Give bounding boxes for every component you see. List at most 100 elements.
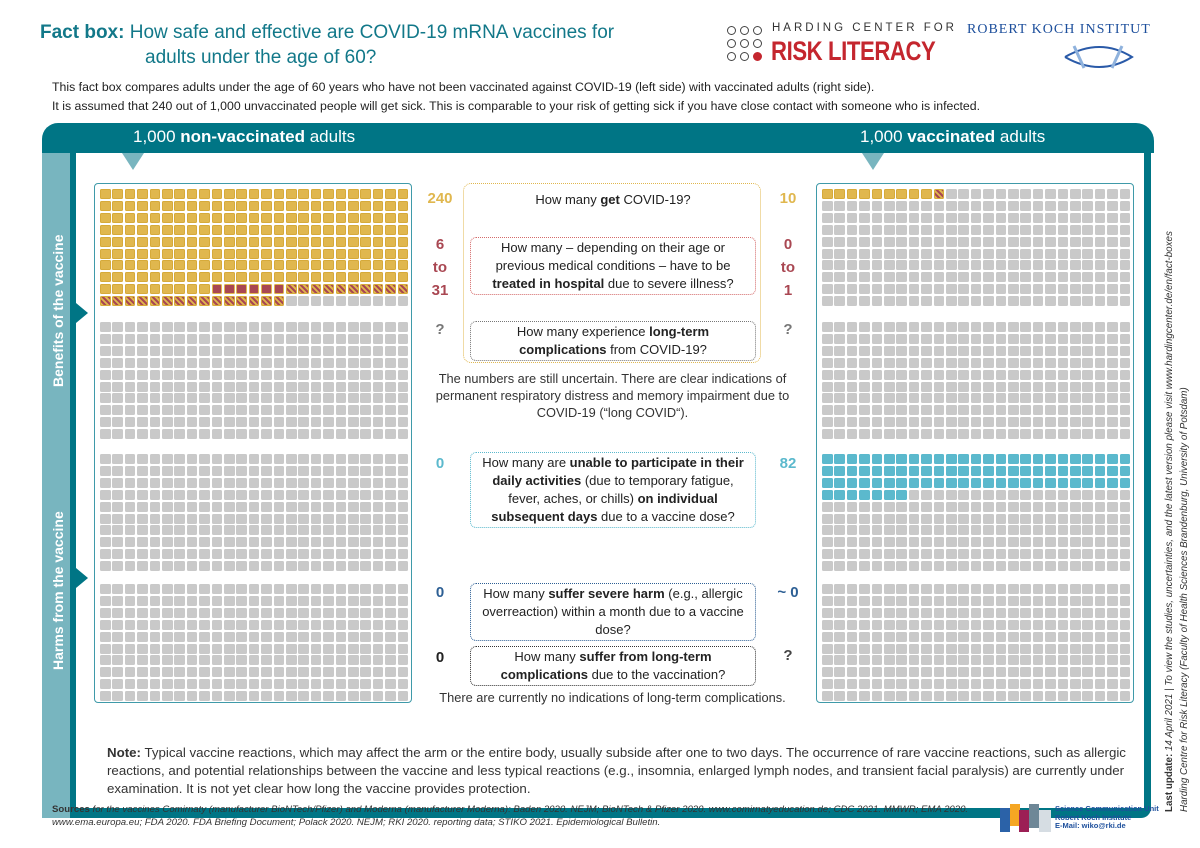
person-icon-empty	[199, 369, 210, 380]
person-icon-empty	[1032, 561, 1044, 572]
person-icon-empty	[397, 322, 409, 332]
person-icon-empty	[385, 549, 396, 560]
person-icon-inf	[211, 200, 223, 211]
person-icon-inf	[224, 189, 235, 199]
person-icon-empty	[372, 369, 384, 380]
person-icon-empty	[1045, 691, 1056, 702]
person-icon-empty	[834, 345, 845, 356]
person-icon-empty	[298, 465, 309, 476]
person-icon-empty	[884, 393, 895, 404]
person-icon-empty	[199, 619, 210, 630]
person-icon-empty	[397, 454, 409, 464]
person-icon-inf	[137, 284, 148, 295]
person-icon-empty	[137, 465, 148, 476]
person-icon-empty	[871, 381, 883, 392]
person-icon-empty	[908, 513, 920, 524]
person-icon-empty	[834, 284, 845, 295]
person-icon-empty	[286, 381, 297, 392]
person-icon-empty	[310, 655, 322, 666]
person-icon-empty	[385, 454, 396, 464]
person-icon-empty	[834, 429, 845, 440]
person-icon-empty	[1045, 655, 1056, 666]
non-vaccinated-icon-array	[94, 183, 412, 703]
person-icon-empty	[186, 595, 198, 606]
person-icon-blue	[884, 465, 895, 476]
person-icon-empty	[360, 333, 371, 344]
person-icon-inf	[248, 236, 260, 247]
person-icon-empty	[908, 691, 920, 702]
frame-bottom	[70, 808, 1151, 818]
person-icon-empty	[124, 549, 136, 560]
person-icon-empty	[822, 643, 833, 654]
person-icon-empty	[360, 417, 371, 428]
person-icon-empty	[372, 561, 384, 572]
person-icon-blue	[1020, 477, 1031, 488]
person-icon-empty	[1032, 357, 1044, 368]
person-icon-empty	[100, 549, 111, 560]
person-icon-empty	[983, 549, 994, 560]
person-icon-empty	[921, 489, 932, 500]
person-icon-empty	[112, 549, 123, 560]
person-icon-hatch	[186, 296, 198, 307]
person-icon-empty	[124, 393, 136, 404]
person-icon-inf	[310, 272, 322, 283]
person-icon-empty	[236, 477, 247, 488]
person-icon-empty	[199, 477, 210, 488]
person-icon-empty	[822, 272, 833, 283]
person-icon-empty	[360, 584, 371, 594]
person-icon-inf	[335, 189, 347, 199]
person-icon-empty	[100, 525, 111, 536]
person-icon-empty	[834, 333, 845, 344]
person-icon-empty	[186, 631, 198, 642]
person-icon-inf	[124, 260, 136, 271]
person-icon-inf	[100, 248, 111, 259]
person-icon-empty	[846, 248, 858, 259]
person-icon-empty	[896, 561, 907, 572]
person-icon-inf	[236, 212, 247, 223]
person-icon-empty	[236, 595, 247, 606]
person-icon-empty	[884, 619, 895, 630]
person-icon-empty	[360, 393, 371, 404]
person-icon-empty	[834, 296, 845, 307]
person-icon-empty	[211, 679, 223, 690]
person-icon-empty	[248, 607, 260, 618]
person-icon-empty	[273, 679, 285, 690]
person-icon-empty	[298, 643, 309, 654]
person-icon-empty	[958, 236, 969, 247]
person-icon-empty	[248, 679, 260, 690]
person-icon-empty	[372, 655, 384, 666]
person-icon-empty	[970, 369, 982, 380]
person-icon-inf	[310, 200, 322, 211]
person-icon-empty	[273, 477, 285, 488]
person-icon-inf	[261, 189, 272, 199]
person-icon-empty	[970, 679, 982, 690]
person-icon-inf	[372, 272, 384, 283]
person-icon-empty	[298, 322, 309, 332]
person-icon-empty	[199, 631, 210, 642]
person-icon-inf	[149, 236, 161, 247]
person-icon-blue	[933, 477, 945, 488]
person-icon-empty	[1094, 345, 1106, 356]
page-title: Fact box: How safe and effective are COV…	[40, 20, 720, 70]
person-icon-empty	[933, 357, 945, 368]
person-icon-empty	[1107, 272, 1118, 283]
person-icon-empty	[186, 584, 198, 594]
person-icon-empty	[1008, 513, 1019, 524]
person-icon-empty	[846, 333, 858, 344]
person-icon-empty	[137, 513, 148, 524]
person-icon-empty	[884, 345, 895, 356]
person-icon-empty	[983, 489, 994, 500]
person-icon-empty	[834, 631, 845, 642]
person-icon-empty	[372, 513, 384, 524]
person-icon-empty	[298, 607, 309, 618]
person-icon-empty	[958, 284, 969, 295]
person-icon-empty	[1082, 561, 1093, 572]
person-icon-empty	[149, 549, 161, 560]
person-icon-empty	[908, 381, 920, 392]
person-icon-empty	[298, 429, 309, 440]
person-icon-empty	[884, 679, 895, 690]
person-icon-empty	[983, 236, 994, 247]
person-icon-empty	[199, 691, 210, 702]
person-icon-empty	[162, 655, 173, 666]
person-icon-empty	[908, 537, 920, 548]
